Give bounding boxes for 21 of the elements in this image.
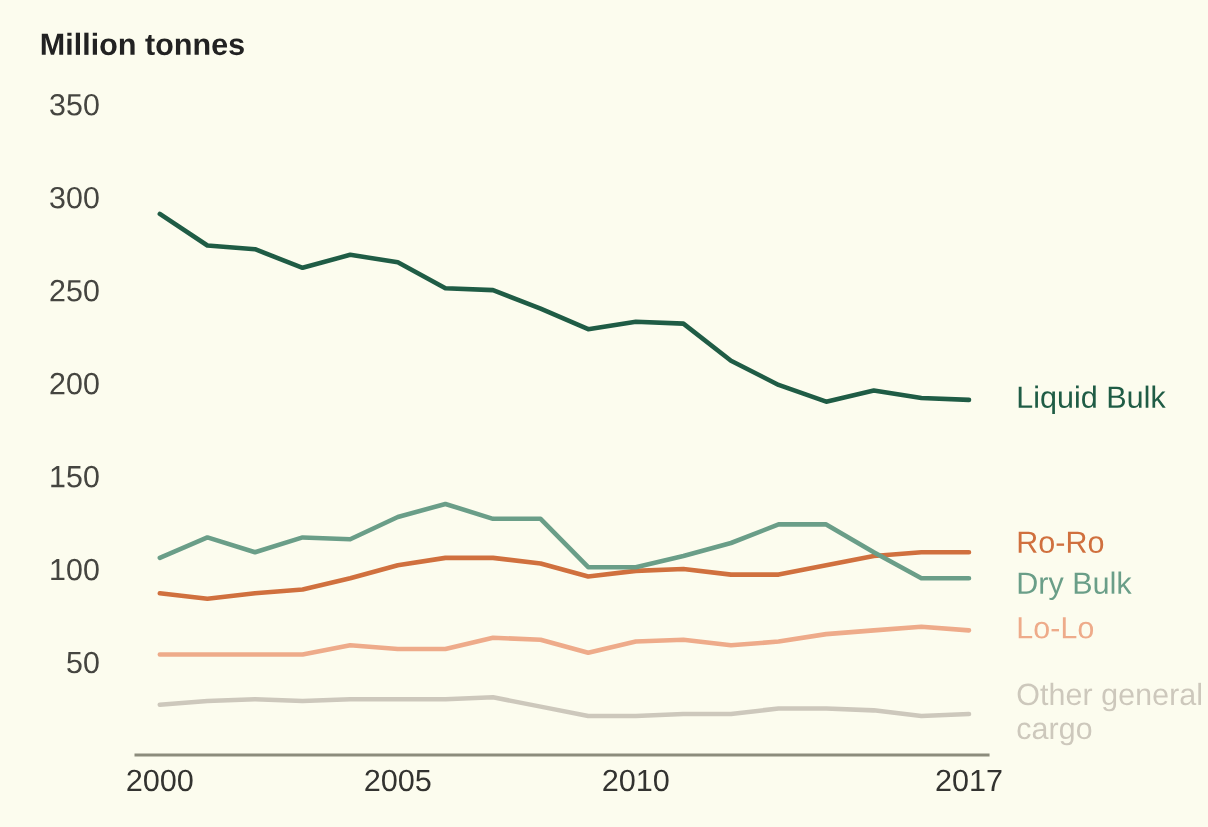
line-series [157,211,972,404]
line-series [157,695,972,719]
x-tick-label: 2010 [603,769,669,792]
y-tick-label: 300 [50,186,99,209]
series-label: Ro-Ro [1018,531,1104,554]
y-axis-title: Million tonnes [41,32,244,56]
x-tick-label: 2000 [127,769,193,792]
line-series [157,501,972,581]
line-series [157,624,972,657]
x-tick-label: 2017 [936,769,1002,792]
y-tick-label: 50 [67,651,99,674]
series-label: Lo-Lo [1018,617,1094,639]
y-tick-label: 200 [50,372,99,395]
y-tick-label: 250 [50,279,99,302]
y-tick-label: 150 [51,465,99,488]
y-tick-label: 350 [50,93,99,116]
y-tick-label: 100 [51,558,99,581]
line-series [157,550,972,602]
series-label: Liquid Bulk [1018,385,1166,415]
x-tick-label: 2005 [365,769,431,792]
series-label: Dry Bulk [1018,571,1132,601]
